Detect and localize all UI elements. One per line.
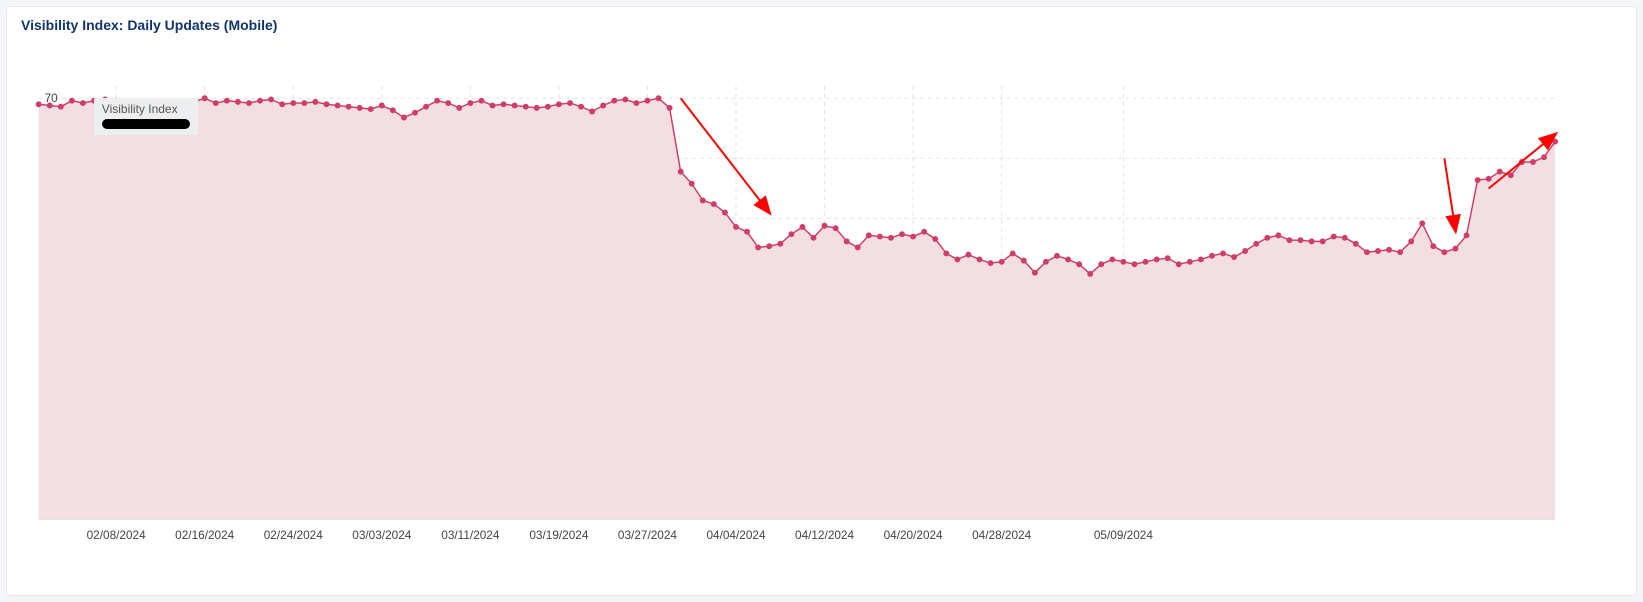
- legend-box: Visibility Index: [94, 98, 198, 135]
- svg-text:04/12/2024: 04/12/2024: [795, 528, 854, 542]
- chart-title: Visibility Index: Daily Updates (Mobile): [21, 17, 1624, 33]
- svg-text:04/20/2024: 04/20/2024: [884, 528, 943, 542]
- svg-text:03/03/2024: 03/03/2024: [352, 528, 411, 542]
- svg-text:05/09/2024: 05/09/2024: [1094, 528, 1153, 542]
- line-chart-svg: 1020304050607002/08/202402/16/202402/24/…: [19, 39, 1624, 587]
- svg-text:03/11/2024: 03/11/2024: [441, 528, 500, 542]
- svg-text:02/16/2024: 02/16/2024: [175, 528, 234, 542]
- svg-text:04/04/2024: 04/04/2024: [706, 528, 765, 542]
- chart-area: 1020304050607002/08/202402/16/202402/24/…: [19, 39, 1624, 587]
- svg-text:02/08/2024: 02/08/2024: [87, 528, 146, 542]
- svg-text:04/28/2024: 04/28/2024: [972, 528, 1031, 542]
- legend-label: Visibility Index: [102, 102, 178, 116]
- svg-text:03/19/2024: 03/19/2024: [529, 528, 588, 542]
- chart-card: Visibility Index: Daily Updates (Mobile)…: [6, 6, 1637, 596]
- legend-redacted-value: [102, 119, 190, 129]
- svg-text:02/24/2024: 02/24/2024: [264, 528, 323, 542]
- svg-text:03/27/2024: 03/27/2024: [618, 528, 677, 542]
